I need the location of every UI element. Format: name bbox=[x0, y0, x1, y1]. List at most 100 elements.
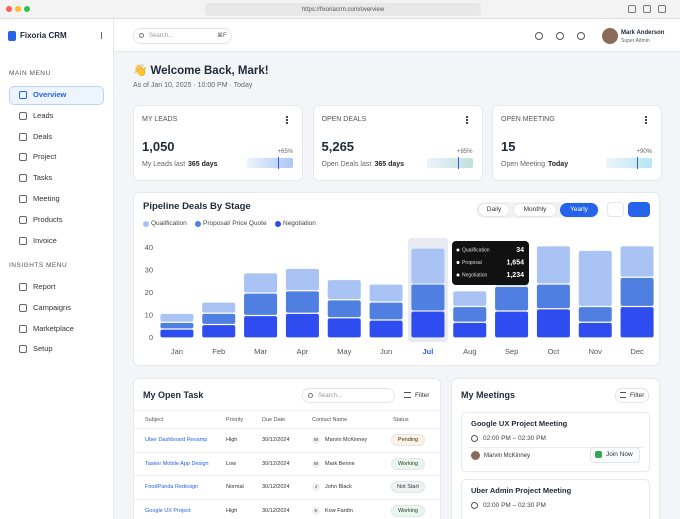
kpi-change: +85% bbox=[456, 149, 473, 155]
menu-item[interactable]: Report bbox=[33, 282, 56, 291]
meetings-filter[interactable]: Filter bbox=[630, 391, 645, 399]
search-icon bbox=[139, 33, 144, 38]
topbar-icon[interactable] bbox=[535, 32, 543, 40]
period-button[interactable] bbox=[478, 203, 510, 217]
search-shortcut: ⌘F bbox=[217, 33, 227, 39]
menu-item[interactable]: Project bbox=[33, 152, 57, 162]
menu-icon bbox=[19, 195, 27, 203]
menu-item-active bbox=[9, 86, 104, 105]
tasks-filter[interactable]: Filter bbox=[415, 391, 430, 399]
browser-download-button[interactable] bbox=[658, 5, 666, 13]
meeting-item bbox=[461, 479, 650, 519]
tasks-search[interactable] bbox=[302, 388, 395, 403]
menu-item[interactable]: Meeting bbox=[33, 194, 60, 203]
join-button[interactable] bbox=[590, 447, 640, 463]
kpi-progress-marker bbox=[278, 157, 279, 169]
menu-item[interactable]: Deals bbox=[33, 131, 53, 141]
menu-icon bbox=[19, 153, 27, 162]
task-contact: John Black bbox=[325, 484, 352, 491]
topbar-icon[interactable] bbox=[577, 32, 585, 40]
meeting-time: 02:00 PM – 02:30 PM bbox=[483, 502, 546, 509]
menu-icon bbox=[19, 174, 27, 183]
avatar bbox=[602, 28, 618, 44]
kpi-subtitle-strong: 365 days bbox=[374, 161, 405, 168]
period-button[interactable] bbox=[513, 203, 557, 217]
window-button[interactable] bbox=[24, 6, 30, 12]
kpi-subtitle: Open Meeting bbox=[501, 161, 545, 168]
user-name: Mark Anderson bbox=[621, 30, 665, 36]
menu-icon bbox=[19, 132, 27, 141]
period-button[interactable] bbox=[560, 203, 598, 217]
legend-label: Qualification bbox=[151, 220, 187, 227]
menu-item[interactable]: Products bbox=[33, 214, 63, 224]
menu-item[interactable]: Leads bbox=[33, 110, 54, 120]
window-button[interactable] bbox=[6, 6, 12, 12]
kpi-value: 1,050 bbox=[142, 139, 175, 154]
menu-item[interactable]: Marketplace bbox=[33, 323, 74, 333]
task-priority: High bbox=[226, 507, 238, 514]
clock-icon bbox=[471, 502, 478, 509]
task-subject[interactable]: FoodPanda Redesign bbox=[145, 484, 199, 491]
clock-icon bbox=[471, 435, 478, 442]
kpi-value: 5,265 bbox=[321, 139, 355, 154]
status-chip bbox=[391, 504, 425, 517]
kpi-title: MY LEADS bbox=[142, 116, 178, 123]
brand-logo bbox=[8, 31, 16, 41]
kpi-title: OPEN MEETING bbox=[501, 116, 555, 123]
contact-avatar bbox=[312, 459, 320, 468]
tasks-title: My Open Task bbox=[143, 390, 204, 400]
kpi-subtitle-strong: Today bbox=[548, 161, 569, 168]
status-chip bbox=[391, 457, 425, 470]
task-subject[interactable]: Google UX Project bbox=[145, 507, 191, 514]
user-role: Super Admin bbox=[621, 38, 650, 44]
menu-icon bbox=[19, 303, 27, 312]
browser-tabs-button[interactable] bbox=[643, 5, 651, 13]
menu-item[interactable]: Setup bbox=[33, 344, 53, 354]
task-subject[interactable]: Tasker Mobile App Design bbox=[145, 460, 209, 467]
search-placeholder: Search... bbox=[149, 33, 174, 39]
kpi-change: +90% bbox=[636, 149, 652, 155]
task-contact: Mark Benne bbox=[325, 460, 355, 467]
welcome-subtitle: As of Jan 10, 2025 · 10:00 PM · Today bbox=[133, 82, 253, 89]
topbar-icon[interactable] bbox=[556, 32, 564, 40]
kpi-progress-marker bbox=[637, 157, 638, 169]
chart-title: Pipeline Deals By Stage bbox=[143, 201, 251, 212]
task-priority: Normal bbox=[226, 484, 244, 491]
menu-icon bbox=[19, 283, 27, 291]
kpi-change: +65% bbox=[277, 149, 293, 155]
search-box[interactable] bbox=[133, 28, 232, 44]
meetings-filter-button[interactable] bbox=[615, 388, 649, 403]
menu-icon bbox=[19, 215, 27, 224]
contact-avatar bbox=[312, 483, 320, 492]
menu-item[interactable]: Campaigns bbox=[33, 302, 71, 312]
window-button[interactable] bbox=[15, 6, 21, 12]
period-label[interactable]: Monthly bbox=[523, 206, 547, 213]
join-button-label[interactable]: Join Now bbox=[606, 451, 633, 458]
table-row-line bbox=[134, 498, 440, 500]
menu-item[interactable]: Tasks bbox=[33, 173, 53, 183]
chart-view-button-active[interactable] bbox=[628, 202, 650, 217]
collapse-button[interactable] bbox=[101, 32, 108, 39]
kpi-menu[interactable] bbox=[645, 116, 647, 124]
kpi-progress-marker bbox=[457, 157, 459, 169]
table-row-line bbox=[134, 428, 440, 429]
meeting-divider bbox=[467, 447, 644, 448]
kpi-menu[interactable] bbox=[465, 116, 468, 124]
period-label[interactable]: Yearly bbox=[570, 206, 588, 213]
chart-view-button[interactable] bbox=[607, 202, 624, 217]
menu-item[interactable]: Overview bbox=[33, 90, 67, 99]
meet-icon bbox=[595, 451, 602, 458]
menu-item[interactable]: Invoice bbox=[33, 235, 57, 245]
browser-plus-button[interactable] bbox=[628, 5, 636, 13]
legend-dot bbox=[143, 221, 149, 227]
search-icon bbox=[308, 393, 313, 398]
kpi-card bbox=[133, 105, 303, 181]
task-subject[interactable]: Uber Dashboard Revamp bbox=[145, 437, 208, 443]
menu-icon bbox=[19, 91, 27, 99]
task-status: Not Start bbox=[397, 484, 419, 491]
table-header-line bbox=[134, 410, 440, 411]
kpi-menu[interactable] bbox=[286, 116, 288, 124]
period-label[interactable]: Daily bbox=[486, 206, 502, 213]
task-due-date: 30/12/2024 bbox=[262, 507, 290, 514]
